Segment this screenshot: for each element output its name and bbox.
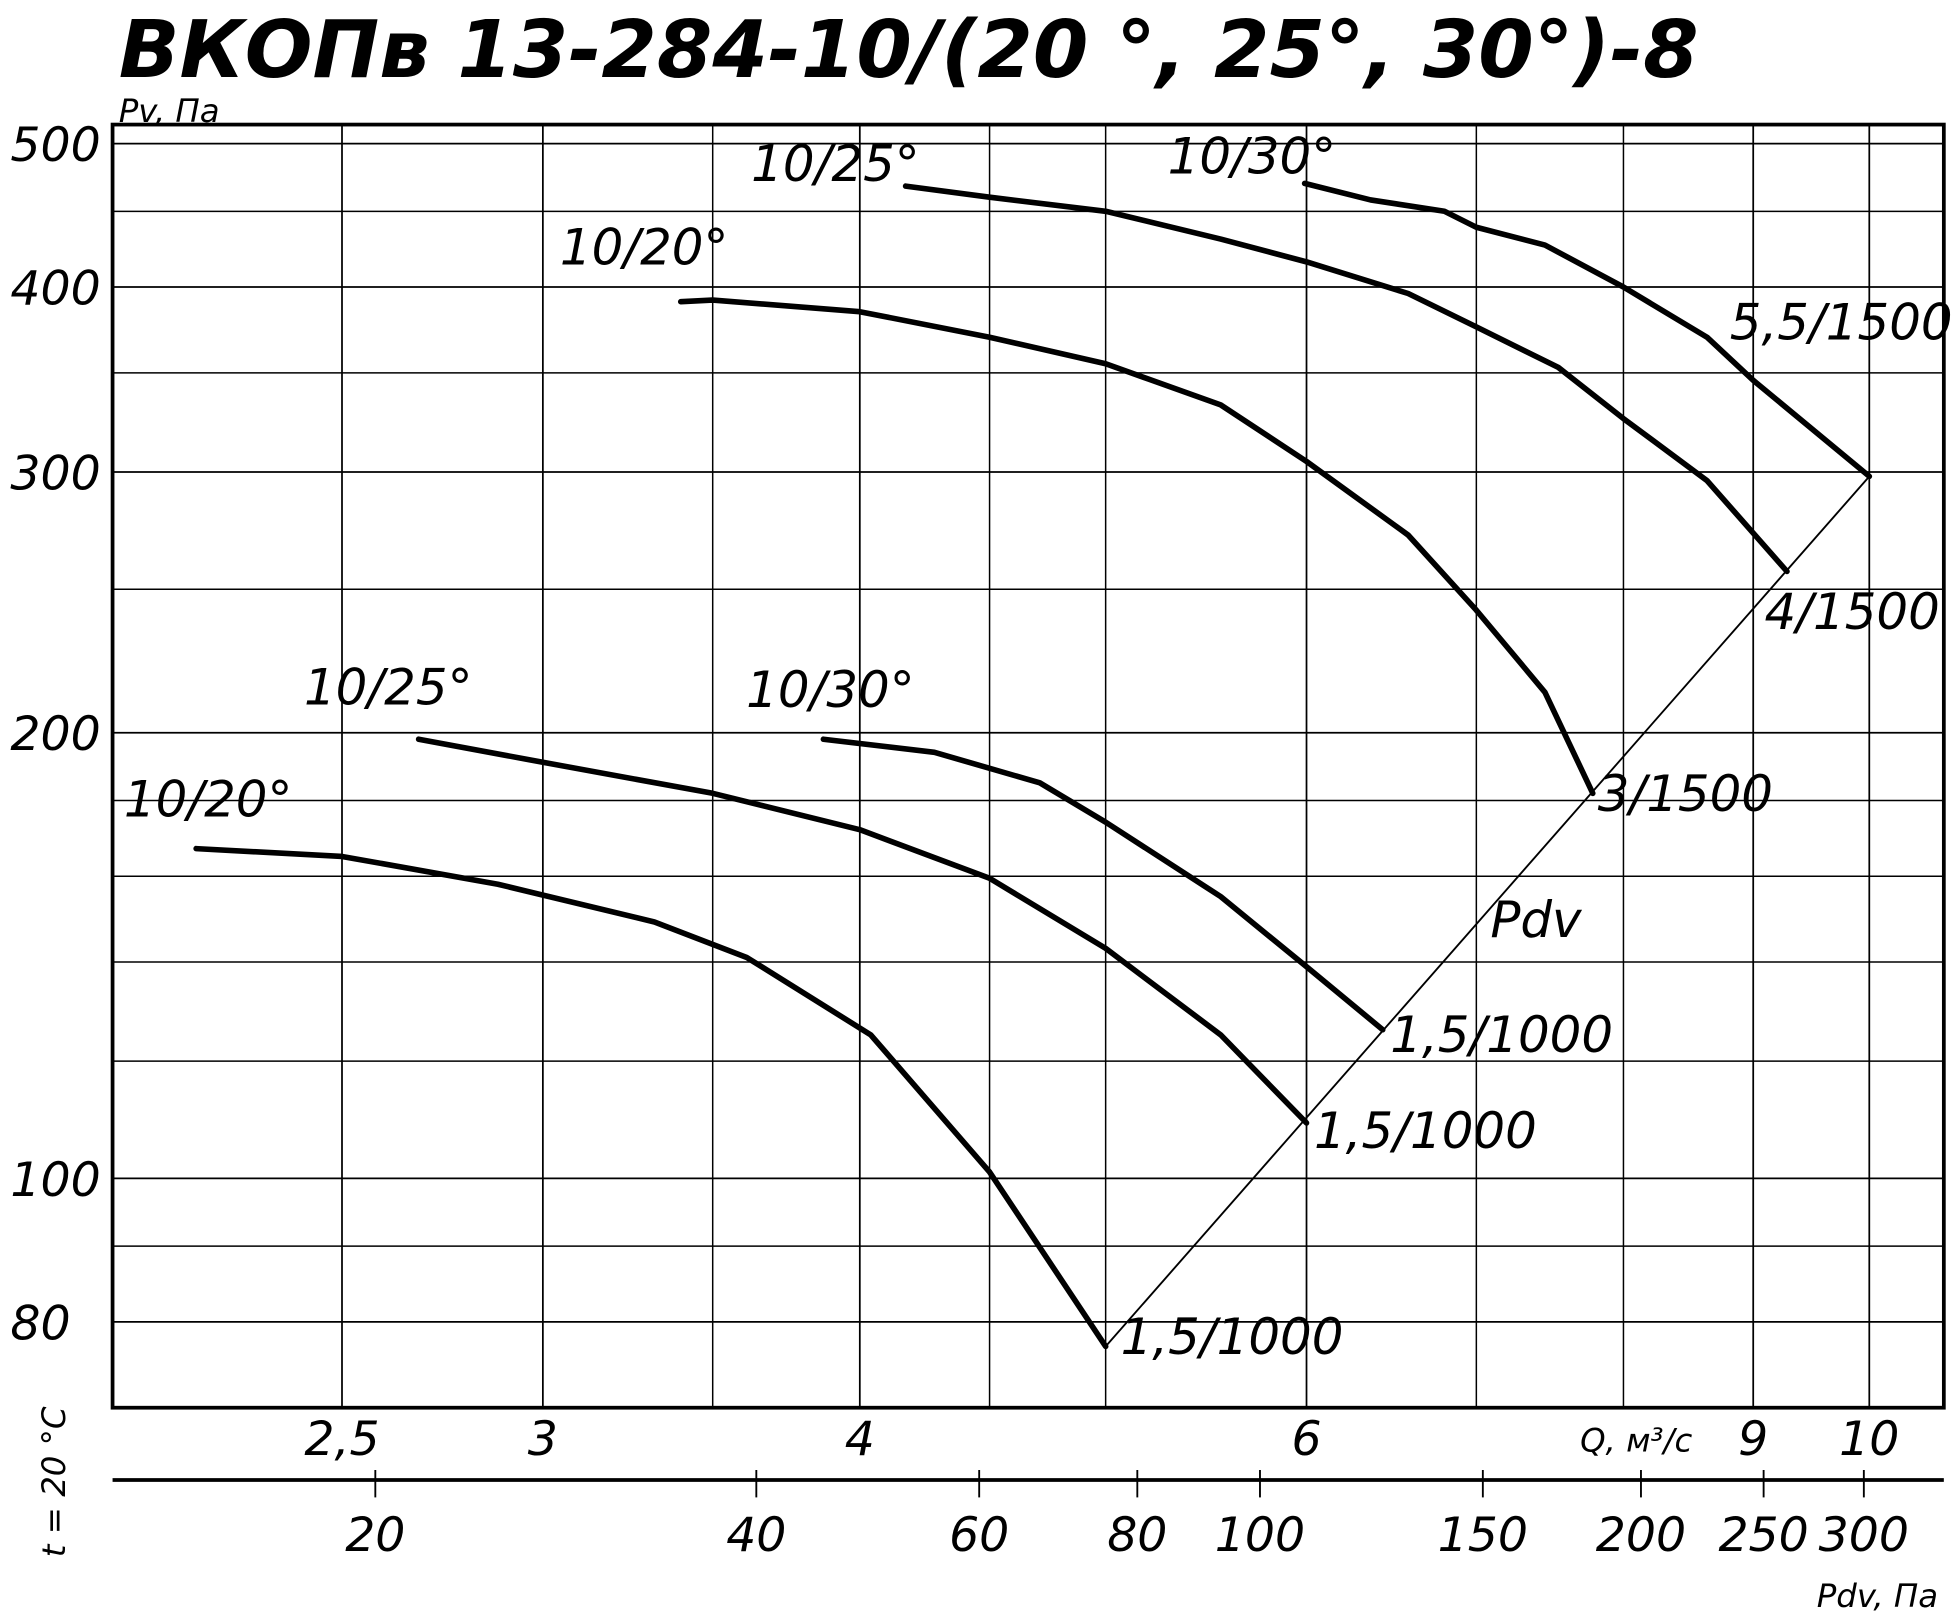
- x-tick-label: 10: [1839, 1412, 1899, 1467]
- pdv-label: Pdv: [1490, 891, 1583, 949]
- x-axis-title: Q, м³/с: [1580, 1421, 1692, 1459]
- curve: [415, 736, 1310, 1126]
- x2-axis-title: Pdv, Па: [1817, 1577, 1938, 1615]
- x2-tick-label: 20: [345, 1508, 405, 1563]
- y-tick-label: 80: [10, 1296, 70, 1351]
- curve: [677, 297, 1596, 797]
- curve: [193, 845, 1109, 1350]
- chart-title: ВКОПв 13-284-10/(20 °, 25°, 30°)-8: [119, 3, 1699, 96]
- pdv-line: [1104, 475, 1871, 1348]
- curve-end-label: 1,5/1000: [1314, 1102, 1537, 1160]
- x2-tick-label: 250: [1718, 1508, 1808, 1563]
- x-tick-label: 9: [1738, 1412, 1768, 1467]
- x-tick-label: 3: [528, 1412, 558, 1467]
- x-tick-label: 2,5: [304, 1412, 379, 1467]
- x2-tick-label: 60: [949, 1508, 1009, 1563]
- x2-tick-label: 40: [726, 1508, 786, 1563]
- curve-label: 10/30°: [1168, 127, 1337, 185]
- curve: [1301, 180, 1873, 480]
- curve-label: 10/25°: [304, 658, 473, 716]
- curve-end-label: 3/1500: [1598, 765, 1773, 823]
- curve: [820, 736, 1386, 1033]
- x2-tick-label: 150: [1438, 1508, 1528, 1563]
- y-tick-label: 500: [10, 118, 100, 173]
- y-tick-label: 200: [10, 707, 100, 762]
- curve-label: 10/20°: [124, 770, 293, 828]
- x-tick-label: 4: [845, 1412, 875, 1467]
- plot-frame: [110, 122, 1946, 1410]
- curve-end-label: 1,5/1000: [1121, 1308, 1344, 1366]
- x-tick-label: 6: [1291, 1412, 1321, 1467]
- x2-tick-label: 300: [1819, 1508, 1909, 1563]
- temperature-note: t = 20 °C: [35, 1406, 73, 1557]
- curve-label: 10/30°: [746, 661, 915, 719]
- curve-label: 10/20°: [560, 218, 729, 276]
- x2-tick-label: 80: [1107, 1508, 1167, 1563]
- curve-end-label: 1,5/1000: [1390, 1006, 1613, 1064]
- curve-label: 10/25°: [751, 135, 920, 193]
- x2-tick-label: 100: [1215, 1508, 1305, 1563]
- curve-end-label: 4/1500: [1765, 583, 1940, 641]
- y-tick-label: 300: [10, 446, 100, 501]
- curve: [902, 183, 1790, 575]
- y-tick-label: 400: [10, 261, 100, 316]
- curve-end-label: 5,5/1500: [1730, 293, 1953, 351]
- y-tick-label: 100: [10, 1153, 100, 1208]
- x2-tick-label: 200: [1596, 1508, 1686, 1563]
